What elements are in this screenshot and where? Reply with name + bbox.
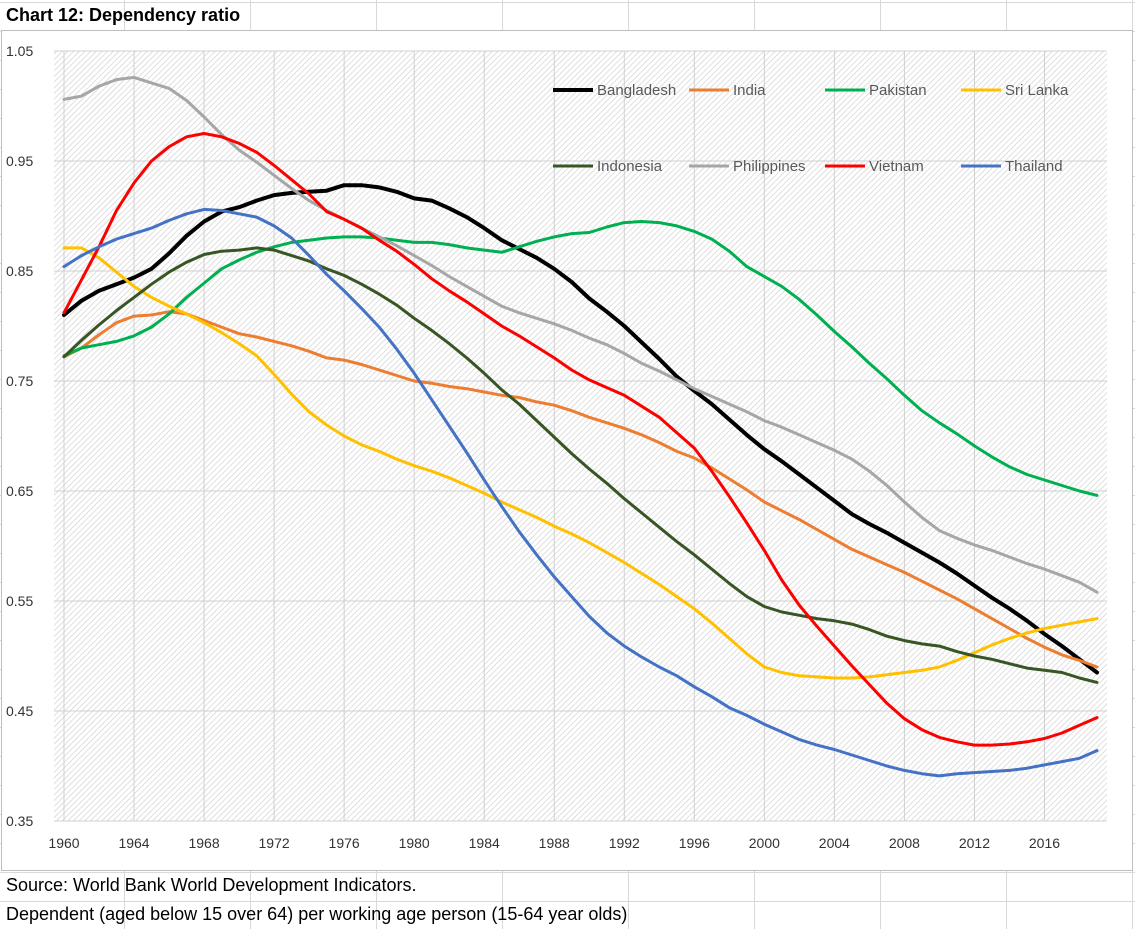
x-axis: 1960 1964 1968 1972 1976 1980 1984 1988 1992 1996… bbox=[48, 835, 1060, 851]
legend-item-thailand: Thailand bbox=[961, 158, 1063, 175]
definition-note: Dependent (aged below 15 over 64) per wo… bbox=[6, 904, 628, 924]
legend-item-india: India bbox=[689, 82, 766, 99]
x-tick-label: 1964 bbox=[118, 835, 149, 851]
x-tick-label: 2000 bbox=[749, 835, 780, 851]
x-tick-label: 2004 bbox=[819, 835, 850, 851]
legend-label: Philippines bbox=[733, 158, 806, 175]
x-tick-label: 1980 bbox=[399, 835, 430, 851]
y-tick-label: 0.85 bbox=[6, 263, 33, 279]
y-tick-label: 1.05 bbox=[6, 43, 33, 59]
series-lines bbox=[62, 75, 1099, 778]
y-tick-label: 0.35 bbox=[6, 813, 33, 829]
y-tick-label: 0.65 bbox=[6, 483, 33, 499]
legend-label: India bbox=[733, 82, 766, 99]
y-axis: 1.05 0.95 0.85 0.75 0.65 0.55 0.45 0.35 bbox=[6, 43, 33, 829]
legend-label: Indonesia bbox=[597, 158, 663, 175]
series-line-sri-lanka bbox=[62, 246, 1099, 680]
x-tick-label: 1992 bbox=[609, 835, 640, 851]
x-tick-label: 1972 bbox=[259, 835, 290, 851]
x-tick-label: 1988 bbox=[539, 835, 570, 851]
legend-label: Thailand bbox=[1005, 158, 1063, 175]
y-tick-label: 0.75 bbox=[6, 373, 33, 389]
y-tick-label: 0.95 bbox=[6, 153, 33, 169]
legend-label: Sri Lanka bbox=[1005, 82, 1069, 99]
legend-label: Vietnam bbox=[869, 158, 924, 175]
x-tick-label: 1984 bbox=[469, 835, 500, 851]
x-tick-label: 1976 bbox=[329, 835, 360, 851]
legend-item-vietnam: Vietnam bbox=[825, 158, 924, 175]
legend-item-indonesia: Indonesia bbox=[553, 158, 663, 175]
series-line-bangladesh bbox=[62, 183, 1099, 675]
plot-area bbox=[54, 51, 1107, 821]
x-tick-label: 2016 bbox=[1029, 835, 1060, 851]
x-tick-label: 2008 bbox=[889, 835, 920, 851]
y-tick-label: 0.45 bbox=[6, 703, 33, 719]
legend-item-philippines: Philippines bbox=[689, 158, 806, 175]
series-line-philippines bbox=[62, 75, 1099, 594]
series-line-indonesia bbox=[62, 246, 1099, 684]
series-line-pakistan bbox=[62, 220, 1099, 497]
series-line-vietnam bbox=[62, 132, 1099, 747]
x-tick-label: 1996 bbox=[679, 835, 710, 851]
x-tick-label: 2012 bbox=[959, 835, 990, 851]
legend-label: Pakistan bbox=[869, 82, 927, 99]
legend-label: Bangladesh bbox=[597, 82, 676, 99]
legend-item-bangladesh: Bangladesh bbox=[553, 82, 676, 99]
source-note: Source: World Bank World Development Ind… bbox=[6, 875, 417, 895]
y-tick-label: 0.55 bbox=[6, 593, 33, 609]
series-line-thailand bbox=[62, 207, 1099, 778]
legend: Bangladesh India Pakistan Sri Lanka Indonesi… bbox=[553, 82, 1069, 175]
chart-title: Chart 12: Dependency ratio bbox=[6, 5, 241, 25]
legend-item-sri-lanka: Sri Lanka bbox=[961, 82, 1069, 99]
x-tick-label: 1960 bbox=[48, 835, 79, 851]
legend-item-pakistan: Pakistan bbox=[825, 82, 927, 99]
x-tick-label: 1968 bbox=[188, 835, 219, 851]
series-line-india bbox=[62, 310, 1099, 669]
